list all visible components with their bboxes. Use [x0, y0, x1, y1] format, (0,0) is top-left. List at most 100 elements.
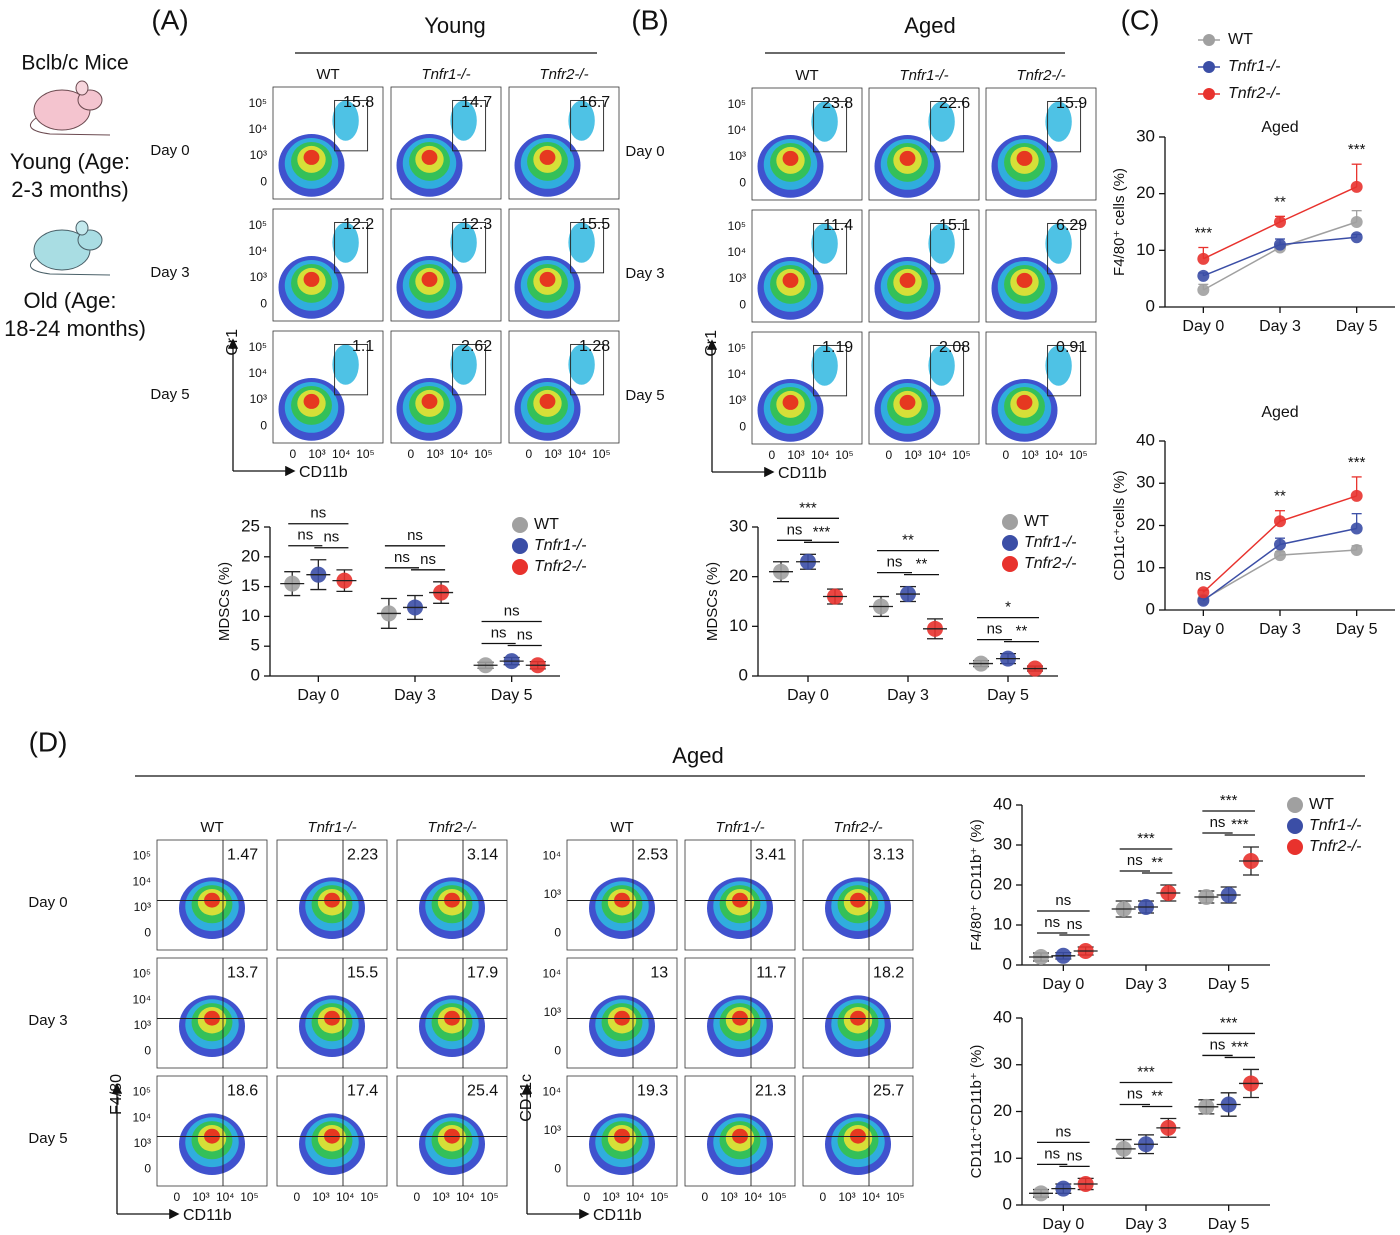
y-tick-label: 0 — [144, 1162, 151, 1176]
density-blob — [1016, 272, 1033, 288]
density-blob — [1016, 150, 1033, 166]
density-blob — [539, 271, 556, 287]
y-axis-label: F4/80⁺ cells (%) — [1111, 168, 1128, 276]
group-title: Young — [424, 13, 486, 38]
density-blob — [811, 101, 838, 142]
density-blob — [332, 344, 359, 385]
significance: *** — [1231, 816, 1249, 833]
x-tick-label: 10⁴ — [811, 448, 830, 462]
significance: ns — [394, 549, 410, 566]
legend-label: Tnfr1-/- — [1024, 534, 1076, 551]
significance: ns — [407, 527, 423, 544]
significance: ns — [1210, 1036, 1226, 1053]
density-blob — [450, 100, 477, 141]
legend-label: Tnfr1-/- — [534, 537, 586, 554]
x-tick-label: 10³ — [426, 447, 443, 461]
y-tick-label: 10³ — [250, 270, 267, 284]
chart-title: Aged — [1261, 404, 1298, 421]
x-tick-label: 0 — [885, 448, 892, 462]
gate-value: 18.6 — [227, 1083, 258, 1100]
legend-label: WT — [1228, 31, 1253, 48]
x-tick-label: 10⁵ — [952, 448, 970, 462]
significance: ** — [1016, 623, 1028, 640]
x-tick-label: 10⁵ — [592, 447, 610, 461]
y-tick-label: 10³ — [544, 1005, 561, 1019]
density-blob — [539, 393, 556, 409]
gate — [1047, 344, 1082, 397]
column-label: Tnfr1-/- — [421, 66, 470, 83]
legend-label: WT — [534, 516, 559, 533]
y-tick-label: 10⁴ — [542, 1085, 561, 1099]
density-blob — [1016, 394, 1033, 410]
axis-label: CD11b — [593, 1207, 642, 1224]
y-axis-label: F4/80⁺ CD11b⁺ (%) — [968, 819, 985, 950]
y-tick-label: 10⁵ — [728, 219, 746, 233]
density-blob — [421, 149, 438, 165]
density-blob — [450, 344, 477, 385]
y-tick-label: 10⁴ — [248, 122, 267, 136]
y-tick-label: 20 — [1136, 183, 1155, 202]
y-tick-label: 40 — [1136, 430, 1155, 449]
gate-value: 1.1 — [352, 338, 374, 355]
significance: ns — [323, 529, 339, 546]
y-tick-label: 10⁴ — [132, 1110, 151, 1124]
legend-marker — [1002, 556, 1018, 572]
y-tick-label: 0 — [144, 1044, 151, 1058]
y-tick-label: 10⁴ — [542, 849, 561, 863]
y-tick-label: 10 — [729, 616, 748, 635]
gate — [570, 99, 605, 152]
significance: *** — [799, 499, 817, 516]
old-age: 18-24 months) — [4, 316, 146, 341]
x-tick-label: 10³ — [602, 1190, 619, 1204]
gate — [1047, 222, 1082, 275]
x-tick-label: 10⁴ — [450, 447, 469, 461]
y-tick-label: 10⁴ — [132, 992, 151, 1006]
y-tick-label: 0 — [554, 1162, 561, 1176]
y-axis-label: CD11c⁺CD11b⁺ (%) — [968, 1045, 985, 1179]
x-tick-label: Day 0 — [1042, 1216, 1084, 1233]
legend-marker — [1002, 514, 1018, 530]
density-blob — [782, 394, 799, 410]
significance: ns — [1127, 852, 1143, 869]
gate-value: 2.23 — [347, 847, 378, 864]
gate — [1047, 100, 1082, 153]
row-label: Day 3 — [625, 265, 664, 282]
y-tick-label: 0 — [739, 419, 746, 433]
density-blob — [928, 101, 955, 142]
x-tick-label: 10⁵ — [768, 1190, 786, 1204]
gate — [930, 222, 965, 275]
x-tick-label: Day 0 — [1042, 976, 1084, 993]
x-tick-label: 10³ — [787, 448, 804, 462]
y-tick-label: 10⁵ — [249, 218, 267, 232]
line-point — [1274, 216, 1286, 228]
x-tick-label: 0 — [768, 448, 775, 462]
y-tick-label: 0 — [1003, 1194, 1012, 1213]
legend-label: WT — [1309, 796, 1334, 813]
y-tick-label: 0 — [554, 926, 561, 940]
legend-label: Tnfr2-/- — [1309, 838, 1361, 855]
y-tick-label: 40 — [993, 794, 1012, 813]
significance: ns — [517, 626, 533, 643]
x-tick-label: 10⁴ — [332, 447, 351, 461]
gate-value: 13 — [650, 965, 668, 982]
y-tick-label: 0 — [1003, 954, 1012, 973]
density-blob — [421, 393, 438, 409]
gate-value: 3.14 — [467, 847, 498, 864]
significance: *** — [1348, 454, 1366, 471]
young-age: 2-3 months) — [11, 177, 128, 202]
gate — [334, 221, 369, 274]
x-tick-label: 10⁴ — [862, 1190, 881, 1204]
significance: ns — [297, 527, 313, 544]
y-tick-label: 10⁴ — [542, 967, 561, 981]
gate-value: 2.08 — [939, 339, 970, 356]
y-tick-label: 10⁵ — [728, 97, 746, 111]
y-tick-label: 10⁴ — [727, 245, 746, 259]
x-tick-label: 10⁴ — [928, 448, 947, 462]
density-blob — [811, 223, 838, 264]
x-tick-label: 10⁴ — [216, 1190, 235, 1204]
panel-label: (C) — [1121, 4, 1160, 35]
density-blob — [303, 393, 320, 409]
gate — [813, 222, 848, 275]
y-tick-label: 10⁴ — [727, 123, 746, 137]
